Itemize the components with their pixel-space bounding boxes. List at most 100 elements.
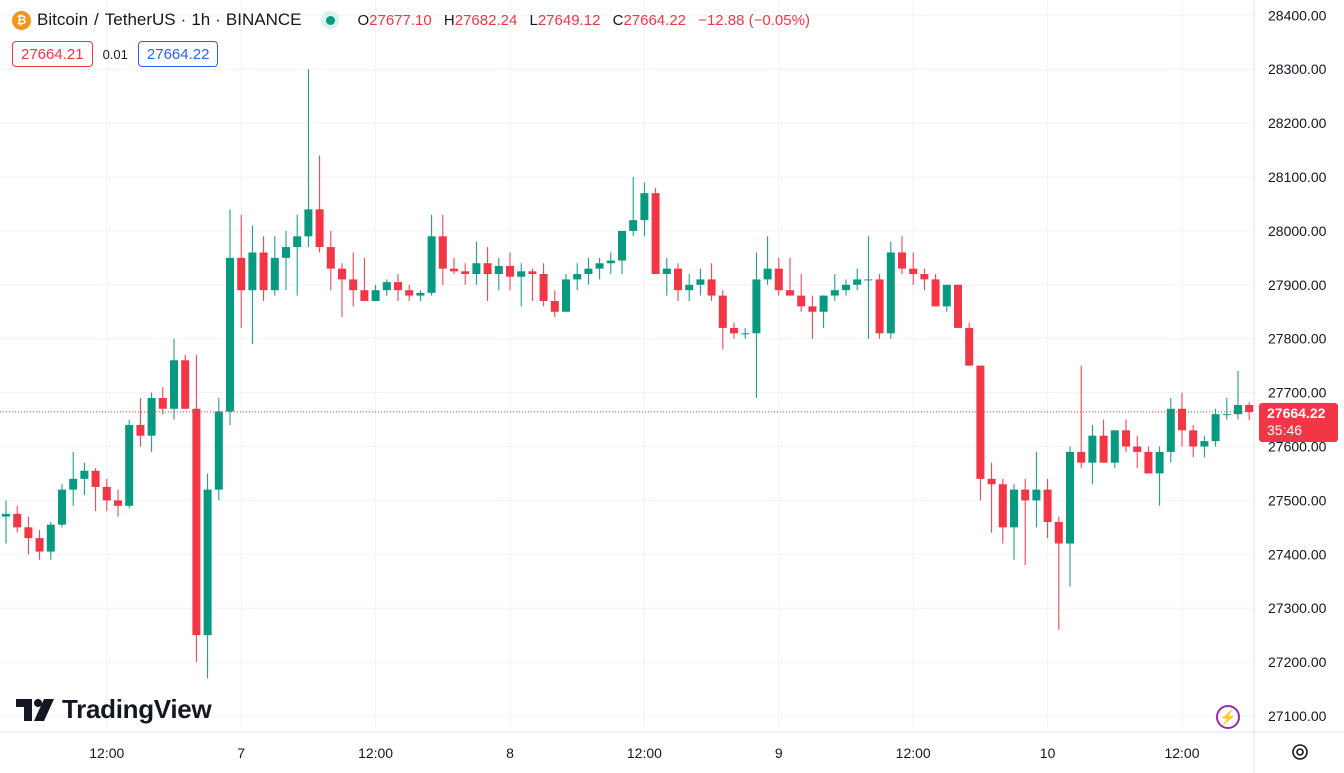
candle[interactable]: [24, 516, 33, 555]
candle[interactable]: [573, 263, 582, 291]
candle[interactable]: [147, 392, 156, 452]
candle[interactable]: [1066, 446, 1074, 587]
candle[interactable]: [853, 268, 862, 291]
candle[interactable]: [1054, 516, 1063, 630]
candle[interactable]: [170, 338, 178, 420]
candle[interactable]: [304, 69, 313, 248]
candle[interactable]: [1021, 478, 1030, 566]
candle[interactable]: [371, 284, 380, 301]
gear-icon[interactable]: [1290, 742, 1310, 762]
candle[interactable]: [741, 327, 750, 339]
candle[interactable]: [651, 187, 660, 275]
candle[interactable]: [192, 354, 201, 663]
candle[interactable]: [13, 505, 22, 533]
candle[interactable]: [931, 274, 940, 307]
candle[interactable]: [102, 478, 111, 512]
candle[interactable]: [1222, 397, 1231, 420]
candle[interactable]: [528, 268, 537, 301]
candle[interactable]: [226, 209, 234, 425]
candle[interactable]: [830, 274, 839, 301]
candle[interactable]: [685, 274, 694, 301]
candle[interactable]: [998, 478, 1007, 544]
candle[interactable]: [629, 177, 638, 237]
candle[interactable]: [338, 263, 346, 318]
candle[interactable]: [416, 290, 425, 301]
buy-button[interactable]: 27664.22: [137, 41, 219, 67]
candle[interactable]: [1234, 371, 1242, 420]
candle[interactable]: [965, 322, 974, 366]
candle[interactable]: [315, 155, 324, 253]
candle[interactable]: [427, 214, 436, 296]
candle[interactable]: [461, 263, 470, 285]
candle[interactable]: [662, 257, 671, 296]
candle[interactable]: [1245, 402, 1254, 421]
candle[interactable]: [237, 214, 246, 328]
candle[interactable]: [886, 241, 895, 339]
candle[interactable]: [1178, 392, 1186, 447]
candle[interactable]: [450, 257, 458, 275]
candle[interactable]: [1166, 397, 1175, 463]
candle[interactable]: [1189, 424, 1198, 458]
candle[interactable]: [158, 387, 167, 415]
candle[interactable]: [539, 263, 548, 307]
candle[interactable]: [1155, 446, 1164, 506]
candle[interactable]: [1200, 435, 1209, 458]
candle[interactable]: [640, 182, 649, 237]
candle[interactable]: [606, 252, 615, 275]
candle[interactable]: [864, 236, 873, 339]
candle[interactable]: [550, 290, 559, 318]
candle[interactable]: [1211, 408, 1220, 447]
lightning-icon[interactable]: ⚡: [1216, 705, 1240, 729]
candle[interactable]: [584, 257, 593, 285]
candle[interactable]: [1088, 424, 1097, 485]
candle[interactable]: [797, 274, 806, 312]
candle[interactable]: [674, 263, 682, 301]
candle[interactable]: [405, 284, 414, 301]
candle[interactable]: [483, 247, 492, 301]
candle[interactable]: [517, 263, 526, 307]
candle[interactable]: [1077, 365, 1086, 469]
candle[interactable]: [349, 252, 358, 307]
candle[interactable]: [326, 230, 335, 291]
candle[interactable]: [696, 268, 705, 296]
candle[interactable]: [2, 500, 10, 544]
candle[interactable]: [181, 354, 190, 409]
candle[interactable]: [91, 468, 100, 512]
candle[interactable]: [472, 241, 481, 285]
candle[interactable]: [394, 274, 402, 301]
candle[interactable]: [1144, 446, 1153, 474]
candle[interactable]: [282, 230, 290, 291]
candle[interactable]: [270, 236, 279, 296]
quote-name[interactable]: TetherUS: [104, 10, 176, 29]
tradingview-logo[interactable]: TradingView: [16, 694, 212, 725]
candle[interactable]: [136, 397, 145, 447]
candle[interactable]: [69, 451, 78, 506]
candle[interactable]: [46, 521, 55, 560]
candle[interactable]: [1133, 435, 1142, 469]
candle[interactable]: [718, 290, 727, 350]
market-open-dot-icon[interactable]: [321, 11, 340, 29]
candle[interactable]: [506, 252, 514, 291]
candle[interactable]: [730, 322, 738, 339]
candle[interactable]: [954, 284, 962, 328]
candle[interactable]: [1110, 430, 1119, 469]
candle[interactable]: [618, 230, 626, 275]
candle[interactable]: [909, 252, 918, 285]
candle[interactable]: [203, 473, 212, 679]
candle[interactable]: [976, 365, 985, 501]
candle[interactable]: [1032, 451, 1041, 528]
candle[interactable]: [293, 214, 302, 296]
candle[interactable]: [595, 257, 604, 280]
candle[interactable]: [1122, 419, 1130, 452]
candle[interactable]: [125, 419, 134, 509]
candle[interactable]: [942, 284, 951, 312]
candle[interactable]: [259, 236, 268, 301]
candle[interactable]: [58, 484, 66, 528]
candle[interactable]: [214, 397, 223, 501]
candle[interactable]: [114, 489, 122, 517]
candle[interactable]: [920, 268, 929, 291]
candle[interactable]: [842, 279, 850, 296]
candle[interactable]: [1010, 484, 1018, 560]
candle[interactable]: [987, 462, 996, 533]
